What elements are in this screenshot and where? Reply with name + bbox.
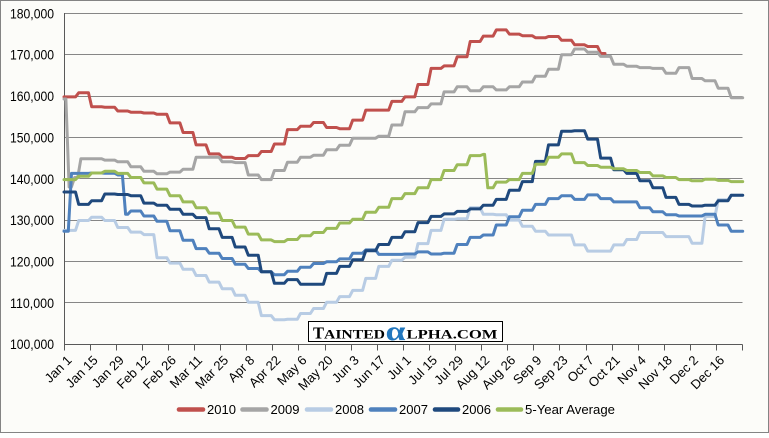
svg-text:110,000: 110,000 [10,295,54,311]
svg-text:160,000: 160,000 [10,88,54,104]
svg-text:5-Year Average: 5-Year Average [525,403,615,417]
svg-text:α: α [386,316,406,346]
svg-text:2010: 2010 [207,403,236,417]
svg-text:100,000: 100,000 [10,336,54,352]
svg-text:180,000: 180,000 [10,5,54,21]
svg-text:2007: 2007 [399,403,428,417]
svg-text:2008: 2008 [335,403,364,417]
svg-text:120,000: 120,000 [10,253,54,269]
svg-text:130,000: 130,000 [10,212,54,228]
svg-text:2009: 2009 [271,403,300,417]
svg-text:LPHA.COM: LPHA.COM [407,327,498,341]
svg-text:AINTED: AINTED [324,327,385,341]
svg-text:2006: 2006 [462,403,491,417]
svg-text:140,000: 140,000 [10,171,54,187]
svg-text:T: T [313,323,324,342]
svg-text:170,000: 170,000 [10,47,54,63]
svg-text:150,000: 150,000 [10,129,54,145]
